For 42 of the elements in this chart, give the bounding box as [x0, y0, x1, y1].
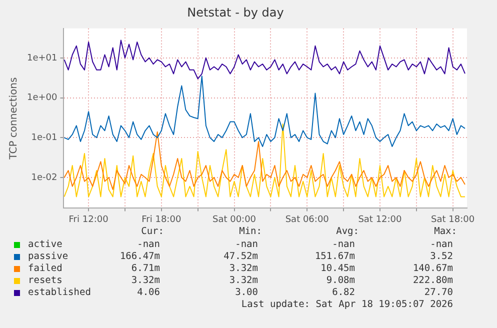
text: 47.52m: [224, 251, 258, 262]
text: -nan: [332, 239, 355, 250]
text: -nan: [137, 239, 160, 250]
legend-label: failed: [28, 263, 62, 274]
text: Max:: [434, 226, 457, 237]
text: 9.08m: [326, 275, 355, 286]
legend-label: established: [28, 287, 91, 298]
y-tick-label: 1e-02: [31, 172, 58, 183]
text: 6.71m: [131, 263, 160, 274]
chart-title: Netstat - by day: [187, 5, 284, 20]
text: 3.32m: [229, 275, 258, 286]
text: 3.00: [235, 287, 258, 298]
text: Avg:: [336, 226, 359, 237]
text: Min:: [239, 226, 262, 237]
text: 27.70: [424, 287, 453, 298]
text: 222.80m: [412, 275, 453, 286]
y-tick-label: 1e+01: [26, 53, 58, 64]
text: -nan: [235, 239, 258, 250]
text: 4.06: [137, 287, 160, 298]
x-tick-label: Sat 00:00: [212, 214, 256, 225]
text: Last update: Sat Apr 18 19:05:07 2026: [241, 299, 453, 310]
legend-label: resets: [28, 275, 62, 286]
text: -nan: [430, 239, 453, 250]
legend-label: active: [28, 239, 62, 250]
text: 6.82: [332, 287, 355, 298]
x-tick-label: Fri 18:00: [142, 214, 182, 225]
y-tick-label: 1e-01: [31, 132, 58, 143]
x-tick-label: Fri 12:00: [68, 214, 109, 225]
text: 3.32m: [131, 275, 160, 286]
x-tick-label: Sat 18:00: [431, 214, 475, 225]
text: 151.67m: [314, 251, 355, 262]
x-tick-label: Sat 12:00: [358, 214, 402, 225]
y-tick-label: 1e+00: [26, 93, 58, 104]
y-axis-title: TCP connections: [8, 77, 20, 160]
text: 166.47m: [120, 251, 160, 262]
text: 10.45m: [320, 263, 355, 274]
legend-label: passive: [28, 251, 68, 262]
x-tick-label: Sat 06:00: [285, 214, 330, 225]
text: 3.32m: [229, 263, 258, 274]
text: 3.52: [430, 251, 453, 262]
text: Cur:: [141, 226, 164, 237]
text: 140.67m: [412, 263, 453, 274]
